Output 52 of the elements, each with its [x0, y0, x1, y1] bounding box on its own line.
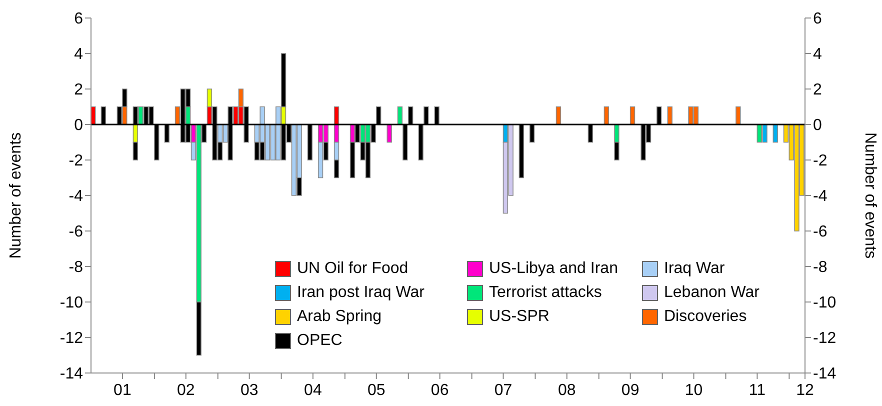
x-tick-label: 03 — [240, 382, 258, 399]
y2-tick-label: 6 — [813, 10, 822, 28]
y2-tick-label: 2 — [813, 82, 822, 99]
y2-tick-label: -2 — [813, 152, 828, 170]
bar — [667, 106, 672, 125]
bar — [630, 106, 636, 125]
x-tick-label: 12 — [796, 382, 814, 399]
legend-label: UN Oil for Food — [297, 260, 408, 278]
x-tick-label: 10 — [684, 382, 703, 399]
y-tick-label: 2 — [74, 82, 84, 99]
y-tick-label: -14 — [60, 366, 84, 383]
bar — [604, 106, 610, 125]
bar — [397, 106, 403, 125]
legend-label: US-SPR — [489, 308, 550, 326]
legend-label: Discoveries — [664, 308, 747, 326]
y-tick-label: -4 — [68, 188, 84, 206]
x-tick-label: 08 — [558, 382, 576, 399]
x-tick-label: 11 — [748, 382, 766, 399]
x-tick-label: 04 — [304, 382, 322, 399]
y2-tick-label: -8 — [813, 259, 828, 276]
y-tick-label: 6 — [74, 10, 84, 28]
y2-axis-title: Number of events — [861, 132, 878, 259]
y-axis-title: Number of events — [8, 132, 25, 259]
y-tick-label: -8 — [68, 259, 84, 276]
legend-label: Iran post Iraq War — [297, 284, 424, 302]
y2-tick-label: -10 — [813, 294, 836, 312]
y2-tick-label: -4 — [813, 188, 828, 206]
legend-label: Lebanon War — [664, 284, 760, 302]
bar — [736, 106, 741, 125]
y-tick-label: -2 — [68, 152, 84, 170]
x-tick-label: 01 — [114, 382, 132, 399]
x-tick-label: 02 — [177, 382, 195, 399]
y-tick-label: 4 — [74, 46, 84, 64]
y2-tick-label: -12 — [813, 330, 836, 348]
x-tick-label: 06 — [430, 382, 449, 399]
x-tick-label: 05 — [367, 382, 386, 399]
x-tick-label: 07 — [494, 382, 512, 399]
legend-label: Arab Spring — [297, 308, 382, 326]
legend-label: Terrorist attacks — [489, 284, 602, 302]
y-tick-label: -10 — [60, 294, 84, 312]
y-tick-label: -12 — [60, 330, 84, 348]
y2-tick-label: 0 — [813, 117, 822, 134]
y-tick-label: 0 — [74, 117, 84, 134]
legend-label: Iraq War — [664, 260, 725, 278]
y-tick-label: -6 — [68, 224, 84, 241]
bar — [556, 106, 562, 125]
x-tick-label: 09 — [621, 382, 640, 399]
y2-tick-label: -6 — [813, 224, 828, 241]
legend-label: OPEC — [297, 332, 342, 350]
y2-tick-label: -14 — [813, 366, 836, 383]
y2-tick-label: 4 — [813, 46, 822, 64]
legend-label: US-Libya and Iran — [489, 260, 618, 278]
